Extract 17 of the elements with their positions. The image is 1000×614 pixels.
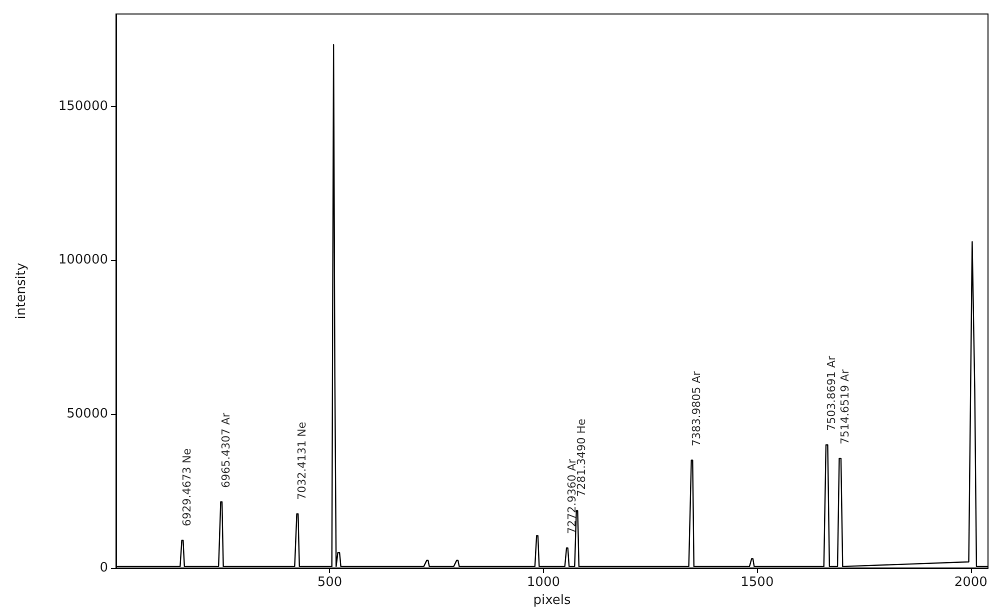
y-axis-title: intensity xyxy=(14,262,29,320)
x-tick-label: 500 xyxy=(317,575,342,590)
x-axis-title: pixels xyxy=(533,592,571,608)
annotation: 7032.4131 Ne xyxy=(296,422,309,500)
x-tick-label: 2000 xyxy=(954,575,988,590)
annotation: 6965.4307 Ar xyxy=(220,412,233,488)
x-tick-label: 1500 xyxy=(740,575,774,590)
annotation: 7281.3490 He xyxy=(575,418,588,497)
y-tick-label: 0 xyxy=(100,560,108,576)
annotation: 6929.4673 Ne xyxy=(180,448,194,526)
x-tick-label: 1000 xyxy=(526,575,560,590)
y-tick-label: 100000 xyxy=(58,252,108,268)
annotation: 7503.8691 Ar xyxy=(825,355,838,431)
annotation: 7383.9805 Ar xyxy=(690,370,704,446)
y-tick-label: 150000 xyxy=(58,98,108,114)
annotation: 7514.6519 Ar xyxy=(838,368,852,444)
y-tick-label: 50000 xyxy=(66,406,108,422)
